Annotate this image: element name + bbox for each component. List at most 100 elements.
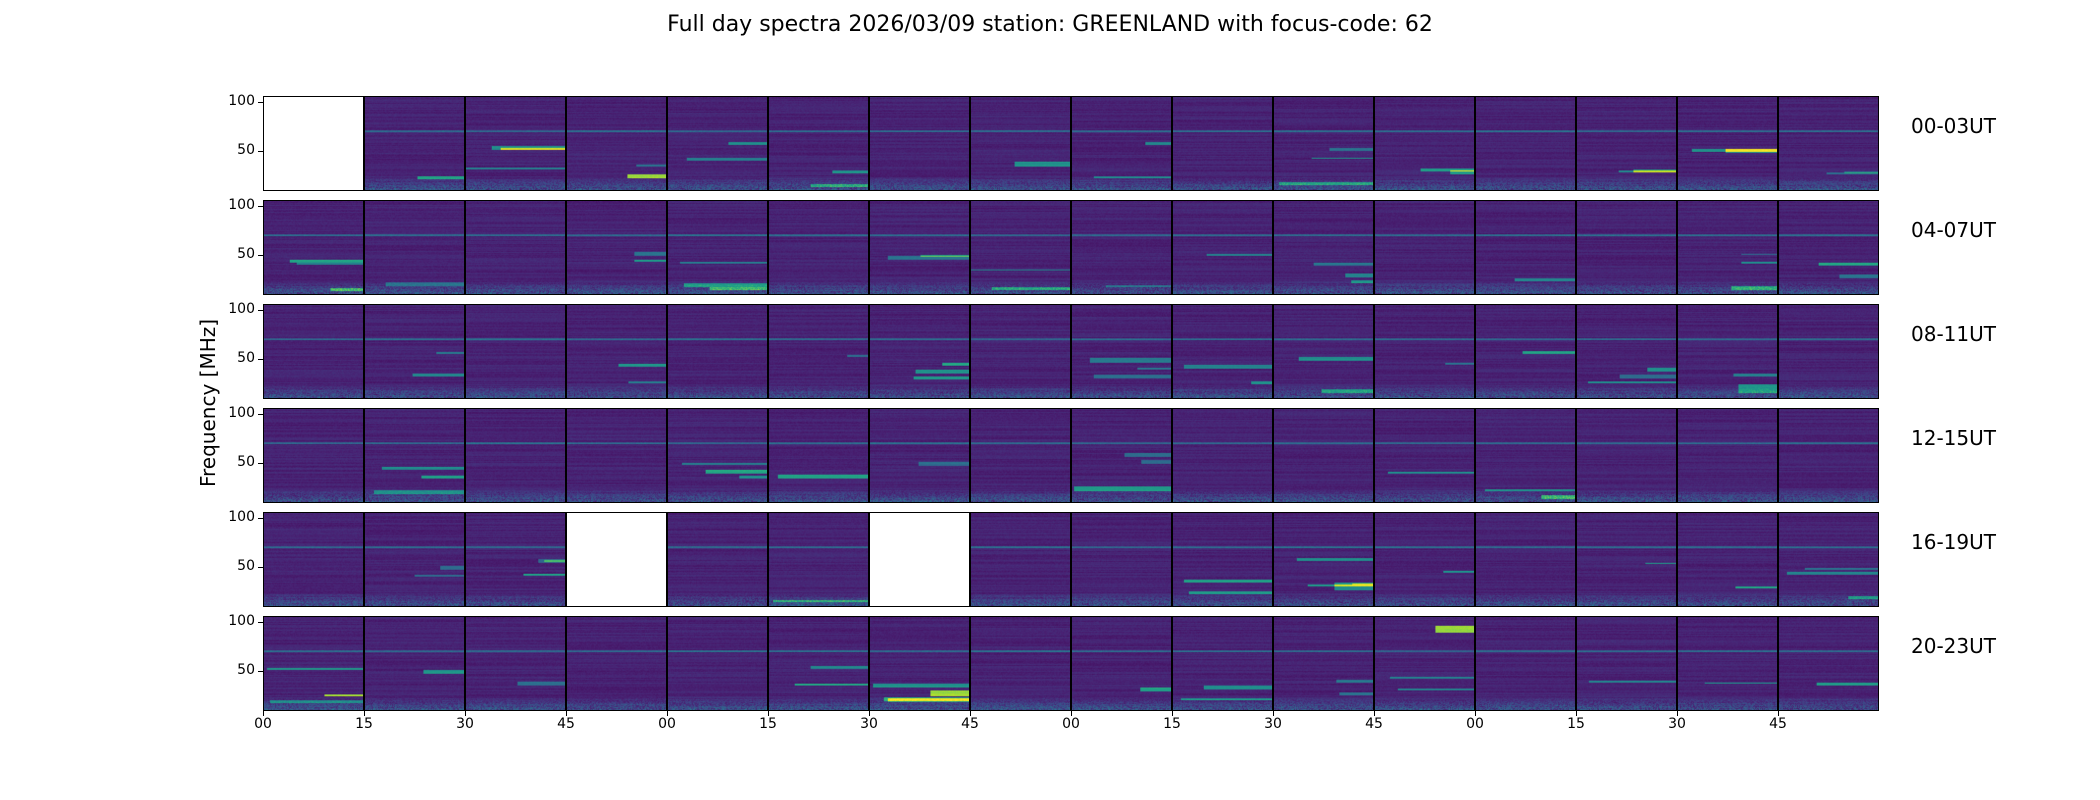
spectrum-panel [1273,200,1374,295]
spectrum-panel [667,304,768,399]
spectrum-heatmap [1274,201,1373,294]
spectrum-panel [1475,304,1576,399]
x-tick-mark [667,711,668,716]
spectrum-heatmap [769,617,868,710]
spectrum-heatmap [466,409,565,502]
spectrum-panel [768,616,869,711]
spectrum-panel [263,512,364,607]
spectrum-heatmap [769,201,868,294]
x-tick-mark [364,711,365,716]
spectrum-heatmap [668,305,767,398]
spectrum-panel [970,408,1071,503]
row-label: 04-07UT [1911,218,1996,242]
spectrum-panel [465,408,566,503]
spectrum-heatmap [870,617,969,710]
y-tick-mark [258,358,263,360]
spectrum-heatmap [1678,305,1777,398]
spectrum-heatmap [870,97,969,190]
spectrum-heatmap [1678,97,1777,190]
spectrum-heatmap [971,617,1070,710]
y-tick-mark [258,621,263,623]
row-label: 08-11UT [1911,322,1996,346]
spectrum-heatmap [264,513,363,606]
y-tick-label: 100 [228,404,255,421]
spectrum-heatmap [1173,201,1272,294]
spectrum-heatmap [1072,617,1171,710]
x-tick-label: 00 [1062,716,1080,732]
spectrum-panel [1475,96,1576,191]
spectrum-heatmap [1476,97,1575,190]
spectrum-heatmap [769,305,868,398]
spectrum-panel [1374,200,1475,295]
spectrum-panel [566,96,667,191]
spectrum-panel [1677,616,1778,711]
spectrum-panel [1576,96,1677,191]
spectrum-heatmap [365,97,464,190]
spectrum-heatmap [1779,201,1878,294]
x-tick-label: 45 [557,716,575,732]
spectrum-heatmap [1678,513,1777,606]
spectrum-heatmap [264,409,363,502]
y-tick-mark [258,566,263,568]
x-tick-label: 15 [1567,716,1585,732]
spectrum-heatmap [466,305,565,398]
x-tick-mark [1677,711,1678,716]
spectrum-panel [364,304,465,399]
spectrum-heatmap [769,97,868,190]
spectrum-panel [364,96,465,191]
spectrum-heatmap [1173,617,1272,710]
y-tick-label: 100 [228,300,255,317]
y-tick-label: 50 [237,245,255,262]
spectrum-panel [1374,96,1475,191]
spectrum-panel [1071,200,1172,295]
spectrum-heatmap [1173,305,1272,398]
spectrum-panel [263,96,364,191]
spectrum-heatmap [1577,201,1676,294]
x-tick-label: 15 [355,716,373,732]
y-tick-mark [258,205,263,207]
spectrum-heatmap [971,409,1070,502]
spectrum-heatmap [567,201,666,294]
y-tick-mark [258,670,263,672]
spectrum-panel [263,304,364,399]
spectrum-panel [1172,200,1273,295]
spectrum-panel [869,512,970,607]
y-tick-label: 50 [237,661,255,678]
spectrum-panel [1576,200,1677,295]
x-tick-mark [1778,711,1779,716]
spectrum-panel [1374,616,1475,711]
spectrum-heatmap [870,201,969,294]
spectrum-panel [1172,616,1273,711]
y-tick-mark [258,309,263,311]
spectrum-panel [970,304,1071,399]
spectrum-heatmap [1274,513,1373,606]
x-tick-mark [263,711,264,716]
spectrum-panel [1172,408,1273,503]
x-tick-mark [768,711,769,716]
spectrum-panel [1071,304,1172,399]
spectrum-heatmap [466,617,565,710]
spectrum-heatmap [1173,513,1272,606]
spectrum-heatmap [567,409,666,502]
x-tick-label: 30 [1668,716,1686,732]
spectrum-heatmap [264,617,363,710]
y-tick-mark [258,101,263,103]
spectrum-panel [1374,304,1475,399]
y-tick-mark [258,462,263,464]
spectrum-heatmap [1274,617,1373,710]
spectrum-panel [566,304,667,399]
spectrum-heatmap [1678,409,1777,502]
spectrum-panel [1475,512,1576,607]
spectrum-panel [1273,96,1374,191]
spectrum-panel [465,304,566,399]
y-tick-label: 50 [237,141,255,158]
x-tick-label: 15 [759,716,777,732]
spectrum-heatmap [1779,513,1878,606]
x-tick-mark [1071,711,1072,716]
spectrum-heatmap [1375,305,1474,398]
spectrum-heatmap [1072,409,1171,502]
spectrum-heatmap [1678,201,1777,294]
x-tick-label: 30 [860,716,878,732]
spectrum-panel [768,304,869,399]
spectrum-heatmap [1678,617,1777,710]
